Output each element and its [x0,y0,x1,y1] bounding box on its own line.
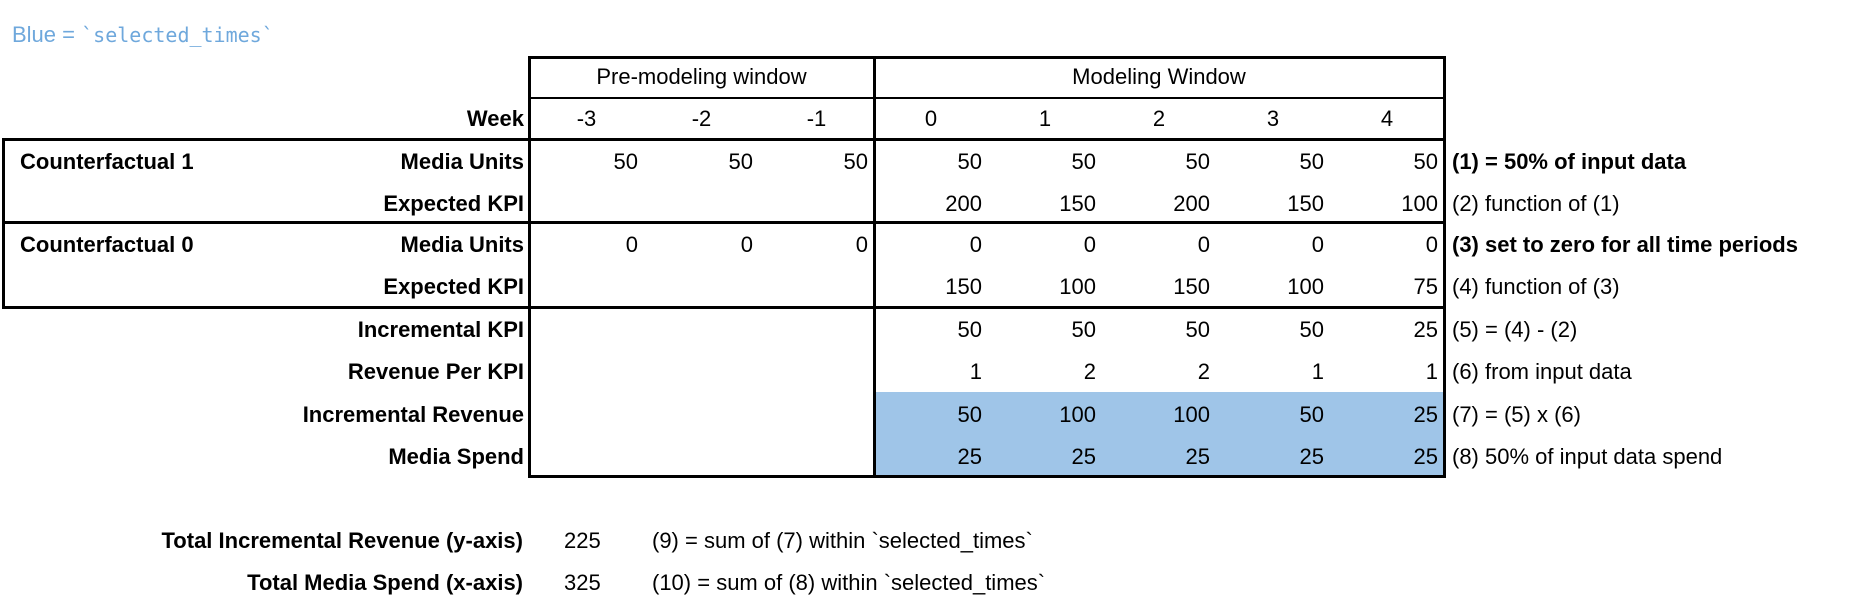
modeling-window-header: Modeling Window [1072,64,1246,89]
table-border [1443,56,1446,478]
table-border [2,138,5,309]
value-cell: 1 [1311,359,1324,384]
table-border [529,56,1446,59]
value-cell: 50 [728,149,753,174]
row-note: (6) from input data [1452,359,1632,384]
counterfactual-group-label: Counterfactual 0 [20,232,194,257]
value-cell: 2 [1083,359,1096,384]
value-cell: 150 [1173,274,1210,299]
value-cell: 25 [1185,444,1210,469]
row-note: (3) set to zero for all time periods [1452,232,1798,257]
value-cell: 50 [957,402,982,427]
value-cell: 100 [1287,274,1324,299]
value-cell: 50 [1071,149,1096,174]
row-note: (2) function of (1) [1452,191,1620,216]
value-cell: 0 [1425,232,1438,257]
row-label: Revenue Per KPI [347,359,524,384]
value-cell: 50 [843,149,868,174]
value-cell: 100 [1401,191,1438,216]
value-cell: 50 [1185,317,1210,342]
week-header: 1 [1038,106,1052,131]
week-header: 3 [1266,106,1280,131]
value-cell: 200 [945,191,982,216]
value-cell: 25 [1413,444,1438,469]
value-cell: 200 [1173,191,1210,216]
value-cell: 150 [1287,191,1324,216]
value-cell: 25 [957,444,982,469]
row-label: Incremental KPI [357,317,524,342]
table-border [529,475,1446,478]
value-cell: 0 [1083,232,1096,257]
row-note: (7) = (5) x (6) [1452,402,1581,427]
value-cell: 25 [1413,317,1438,342]
value-cell: 150 [1059,191,1096,216]
row-note: (1) = 50% of input data [1452,149,1687,174]
row-label: Expected KPI [383,274,524,299]
value-cell: 0 [1197,232,1210,257]
value-cell: 25 [1071,444,1096,469]
total-value: 325 [564,570,601,595]
value-cell: 50 [1413,149,1438,174]
week-header: -2 [691,106,712,131]
row-label: Media Units [400,149,524,174]
week-header: 4 [1380,106,1394,131]
value-cell: 100 [1173,402,1210,427]
selected-times-highlight [874,392,1444,476]
value-cell: 0 [969,232,982,257]
table-border [873,56,876,478]
value-cell: 0 [1311,232,1324,257]
value-cell: 1 [969,359,982,384]
value-cell: 25 [1299,444,1324,469]
value-cell: 50 [957,149,982,174]
table-border [528,56,531,478]
table-border [529,97,1446,99]
value-cell: 75 [1413,274,1438,299]
week-header: -3 [576,106,597,131]
counterfactual-group-label: Counterfactual 1 [20,149,194,174]
row-note: (8) 50% of input data spend [1452,444,1723,469]
row-note: (4) function of (3) [1452,274,1620,299]
table-border [2,138,1446,141]
legend-prefix: Blue = [12,22,82,47]
value-cell: 0 [855,232,868,257]
value-cell: 1 [1425,359,1438,384]
value-cell: 50 [1299,149,1324,174]
total-label: Total Incremental Revenue (y-axis) [161,528,524,553]
value-cell: 50 [613,149,638,174]
pre-modeling-window-header: Pre-modeling window [596,64,807,89]
value-cell: 150 [945,274,982,299]
legend: Blue = `selected_times` [12,22,274,48]
total-label: Total Media Spend (x-axis) [247,570,523,595]
week-header: 2 [1152,106,1166,131]
total-note: (10) = sum of (8) within `selected_times… [652,570,1046,595]
legend-code: `selected_times` [81,23,274,47]
value-cell: 25 [1413,402,1438,427]
table-border [2,306,1446,309]
row-label: Incremental Revenue [302,402,524,427]
table-border [2,221,1446,224]
value-cell: 50 [1185,149,1210,174]
value-cell: 2 [1197,359,1210,384]
row-note: (5) = (4) - (2) [1452,317,1578,342]
value-cell: 50 [1299,317,1324,342]
value-cell: 50 [1071,317,1096,342]
row-label: Expected KPI [383,191,524,216]
value-cell: 100 [1059,274,1096,299]
value-cell: 50 [1299,402,1324,427]
week-label: Week [466,106,524,131]
week-header: -1 [806,106,827,131]
value-cell: 0 [625,232,638,257]
row-label: Media Units [400,232,524,257]
row-label: Media Spend [388,444,524,469]
total-note: (9) = sum of (7) within `selected_times` [652,528,1033,553]
value-cell: 0 [740,232,753,257]
value-cell: 100 [1059,402,1096,427]
week-header: 0 [924,106,938,131]
total-value: 225 [564,528,601,553]
value-cell: 50 [957,317,982,342]
